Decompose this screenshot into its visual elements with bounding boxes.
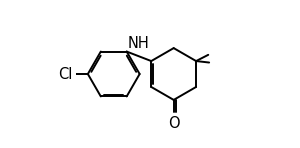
- Text: O: O: [168, 116, 179, 131]
- Text: NH: NH: [128, 36, 150, 51]
- Text: Cl: Cl: [58, 66, 72, 82]
